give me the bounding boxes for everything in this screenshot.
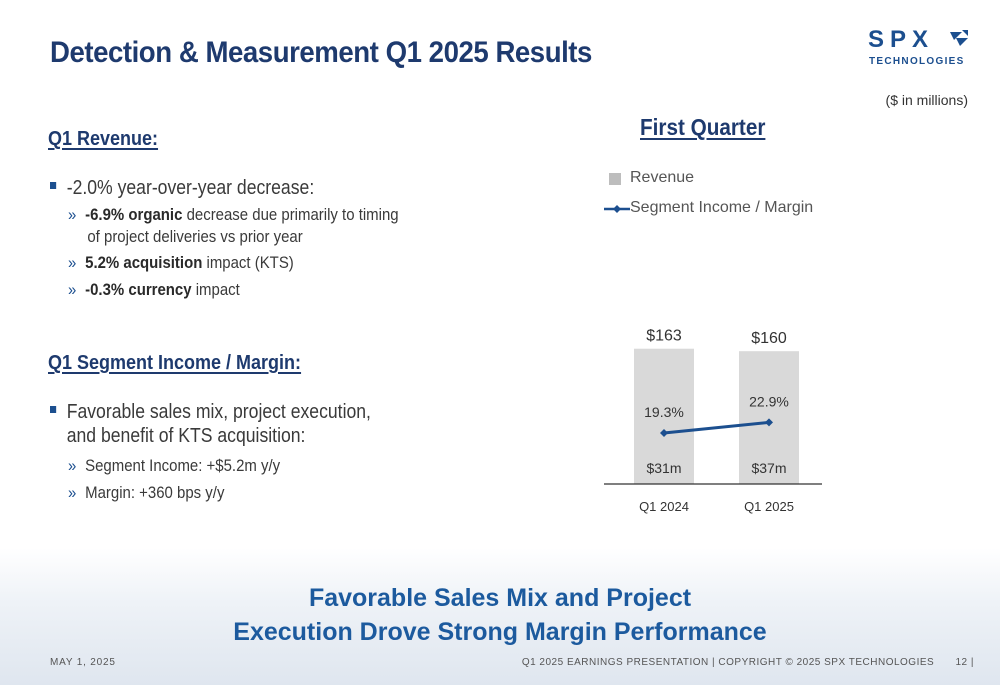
legend-label-income: Segment Income / Margin (630, 199, 814, 216)
tagline-line1: Favorable Sales Mix and Project (308, 584, 692, 612)
chevron-icon: » (68, 280, 77, 299)
revenue-sub-organic: » -6.9% organic decrease due primarily to… (68, 205, 399, 246)
bar-revenue (634, 348, 694, 484)
units-note: ($ in millions) (885, 92, 968, 108)
x-tick-label: Q1 2024 (639, 499, 689, 514)
income-value-label: $37m (751, 460, 786, 476)
revenue-margin-chart: $163 $31m Q1 2024 $160 $37m Q1 2025 19.3% 22.9% (604, 328, 822, 514)
revenue-sub-acquisition: » 5.2% acquisition impact (KTS) (68, 253, 294, 272)
chevron-icon: » (68, 253, 77, 272)
income-heading: Q1 Segment Income / Margin: (48, 352, 302, 374)
chart-title: First Quarter (640, 114, 766, 140)
logo-arrow-icon (950, 30, 968, 46)
tagline-line2: Execution Drove Strong Margin Performanc… (233, 618, 767, 646)
chevron-icon: » (68, 205, 77, 224)
margin-point (660, 429, 668, 437)
logo-subtitle: TECHNOLOGIES (869, 56, 965, 67)
legend-label-revenue: Revenue (630, 169, 695, 186)
spx-logo: SPX TECHNOLOGIES (868, 26, 972, 70)
chevron-icon: » (68, 456, 77, 475)
logo-wordmark: SPX (868, 26, 935, 53)
page-title: Detection & Measurement Q1 2025 Results (50, 36, 592, 69)
page-number: 12 | (955, 657, 974, 668)
legend-line-swatch (604, 205, 630, 213)
revenue-heading: Q1 Revenue: (48, 128, 159, 150)
legend-bar-swatch (609, 173, 621, 185)
margin-point (765, 418, 773, 427)
bar-revenue (739, 351, 799, 484)
x-tick-label: Q1 2025 (744, 499, 794, 514)
revenue-bullet: -2.0% year-over-year decrease: (50, 176, 314, 200)
revenue-sub-currency: » -0.3% currency impact (68, 280, 240, 299)
bullet-square-icon (50, 182, 57, 190)
footer-date: MAY 1, 2025 (50, 657, 116, 668)
footer-copyright: Q1 2025 EARNINGS PRESENTATION | COPYRIGH… (521, 657, 935, 668)
footer-band (0, 548, 1000, 685)
margin-value-label: 22.9% (749, 393, 789, 409)
bullet-square-icon (50, 406, 57, 414)
income-bullet: Favorable sales mix, project execution, … (50, 400, 371, 448)
bar-value-label: $163 (646, 328, 682, 345)
margin-line (663, 420, 770, 435)
income-sub-segment: » Segment Income: +$5.2m y/y (68, 456, 281, 475)
margin-value-label: 19.3% (644, 404, 684, 420)
chevron-icon: » (68, 483, 77, 502)
footer-info: Q1 2025 EARNINGS PRESENTATION | COPYRIGH… (522, 657, 974, 668)
income-sub-margin: » Margin: +360 bps y/y (68, 483, 225, 502)
income-value-label: $31m (646, 460, 681, 476)
bar-value-label: $160 (751, 330, 787, 347)
